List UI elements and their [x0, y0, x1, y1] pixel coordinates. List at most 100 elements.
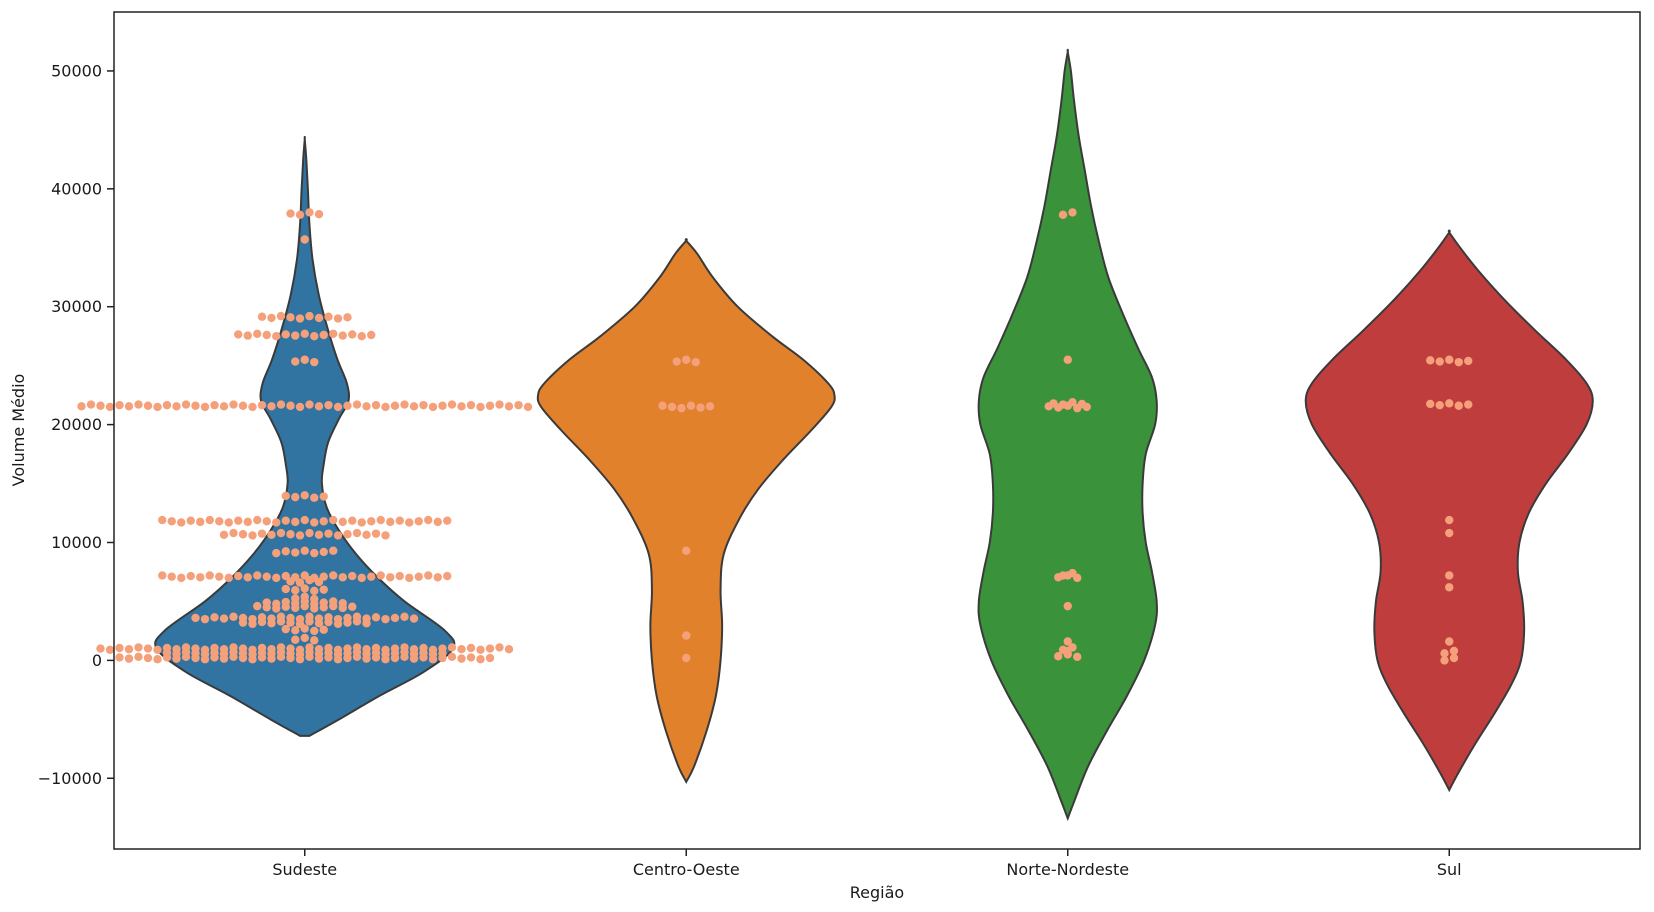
swarm-point — [310, 586, 319, 596]
swarm-point — [286, 530, 295, 539]
swarm-point — [1464, 400, 1473, 409]
swarm-point — [400, 652, 409, 662]
swarm-point — [400, 400, 409, 409]
y-tick-label: −10000 — [38, 769, 102, 788]
swarm-point — [300, 235, 309, 244]
swarm-point — [357, 573, 366, 583]
swarm-point — [314, 313, 324, 323]
swarm-point — [314, 530, 324, 540]
swarm-point — [362, 402, 371, 411]
swarm-point — [343, 618, 352, 627]
swarm-point — [257, 617, 267, 627]
swarm-point — [357, 518, 366, 527]
swarm-point — [115, 653, 124, 662]
swarm-point — [329, 601, 338, 611]
swarm-point — [253, 515, 262, 525]
swarm-point — [191, 401, 200, 410]
swarm-point — [438, 653, 447, 663]
swarm-point — [447, 643, 457, 652]
swarm-point — [167, 517, 176, 526]
swarm-point — [390, 613, 400, 623]
swarm-point — [281, 516, 290, 525]
swarm-point — [324, 529, 333, 538]
swarm-point — [262, 572, 271, 581]
swarm-point — [414, 572, 423, 581]
swarm-point — [219, 402, 229, 411]
swarm-point — [310, 357, 319, 367]
swarm-point — [362, 619, 371, 628]
swarm-point — [115, 400, 124, 410]
swarm-point — [395, 516, 404, 525]
swarm-point — [291, 517, 300, 527]
swarm-point — [466, 400, 476, 410]
swarm-point — [257, 312, 267, 321]
swarm-point — [300, 601, 309, 611]
swarm-point — [86, 400, 96, 409]
swarm-point — [329, 546, 338, 555]
swarm-point — [443, 516, 452, 525]
swarm-point — [286, 618, 295, 627]
swarm-point — [476, 655, 485, 664]
swarm-point — [300, 624, 309, 633]
swarm-point — [286, 653, 295, 663]
swarm-point — [495, 400, 504, 409]
swarm-point — [300, 491, 309, 500]
swarm-point — [686, 401, 696, 410]
swarm-point — [319, 625, 328, 634]
swarm-point — [324, 617, 333, 627]
swarm-point — [291, 331, 300, 340]
swarm-point — [196, 573, 205, 582]
swarm-point — [267, 402, 276, 411]
swarm-point — [338, 517, 347, 527]
swarm-point — [96, 644, 105, 653]
swarm-point — [1454, 401, 1463, 410]
swarm-point — [352, 617, 362, 626]
swarm-point — [191, 613, 200, 623]
swarm-point — [210, 653, 219, 662]
swarm-point — [291, 635, 300, 644]
swarm-point — [352, 400, 362, 409]
swarm-point — [291, 357, 300, 366]
swarm-point — [257, 653, 267, 662]
swarm-point — [124, 402, 134, 411]
swarm-point — [1426, 356, 1435, 365]
swarm-point — [314, 619, 324, 628]
swarm-point — [319, 492, 328, 501]
swarm-point — [324, 312, 333, 321]
swarm-point — [253, 601, 262, 611]
swarm-point — [485, 401, 495, 410]
swarm-point — [172, 654, 181, 663]
swarm-point — [153, 402, 162, 412]
swarm-point — [219, 654, 229, 663]
swarm-point — [447, 652, 457, 662]
swarm-point — [291, 492, 300, 502]
swarm-point — [1445, 528, 1454, 538]
swarm-point — [295, 210, 305, 219]
swarm-point — [224, 573, 233, 583]
swarm-point — [243, 331, 252, 340]
swarm-point — [329, 329, 338, 339]
violin-centro-oeste — [536, 238, 836, 785]
swarm-point — [162, 653, 172, 662]
swarm-point — [367, 517, 376, 526]
swarm-point — [457, 402, 466, 411]
swarm-point — [276, 652, 286, 662]
swarm-point — [381, 531, 390, 540]
swarm-point — [1440, 649, 1449, 658]
swarm-point — [329, 515, 338, 525]
swarm-point — [243, 573, 252, 582]
swarm-point — [352, 528, 362, 538]
swarm-point — [343, 530, 352, 539]
swarm-point — [229, 612, 238, 621]
swarm-point — [433, 573, 442, 582]
swarm-point — [1054, 403, 1063, 412]
plot-frame — [113, 11, 1641, 850]
swarm-point — [281, 584, 290, 594]
swarm-point — [272, 573, 281, 583]
swarm-point — [262, 517, 271, 526]
swarm-point — [291, 548, 300, 557]
swarm-point — [300, 633, 309, 643]
swarm-point — [281, 547, 290, 556]
swarm-point — [428, 655, 438, 664]
swarm-point — [1082, 402, 1091, 412]
